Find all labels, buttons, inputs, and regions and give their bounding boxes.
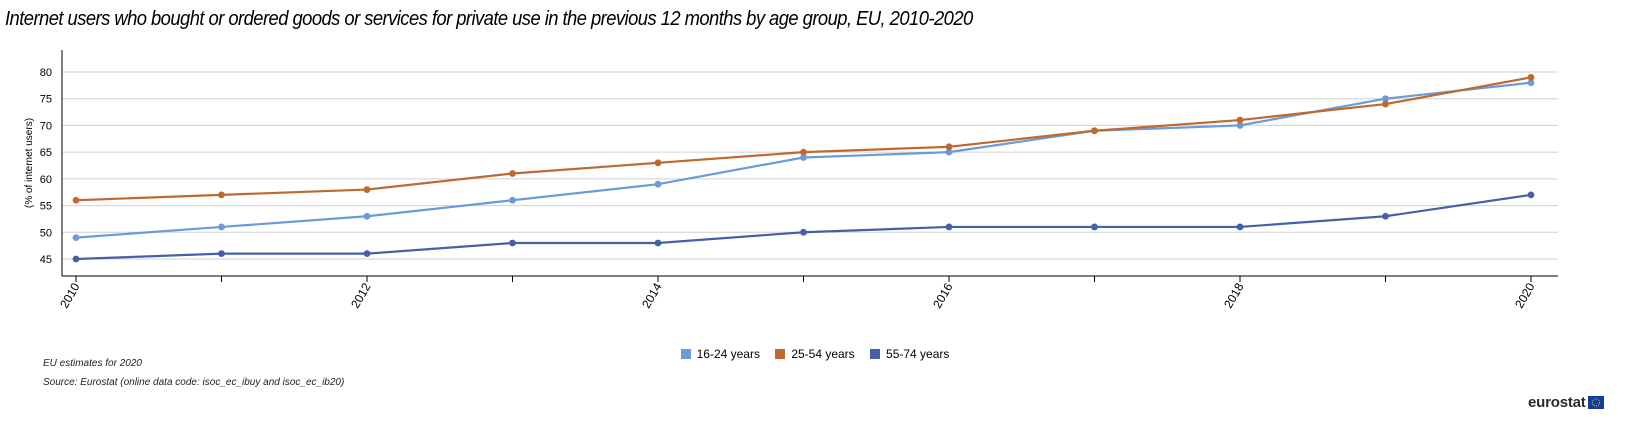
data-point <box>509 170 516 177</box>
y-tick-label: 45 <box>40 254 52 266</box>
data-point <box>363 186 371 193</box>
x-tick-label: 2014 <box>639 280 665 310</box>
data-point <box>72 255 80 263</box>
data-point <box>1236 223 1244 231</box>
data-point <box>218 250 225 258</box>
y-tick-label: 50 <box>40 227 52 239</box>
legend-item-55-74[interactable]: 55-74 years <box>870 347 949 361</box>
x-tick-label: 2010 <box>57 280 83 310</box>
chart-title: Internet users who bought or ordered goo… <box>5 8 973 30</box>
data-point <box>1382 212 1389 220</box>
series-group <box>72 191 1535 263</box>
legend-label: 25-54 years <box>791 347 855 361</box>
legend-item-16-24[interactable]: 16-24 years <box>680 347 760 361</box>
data-point <box>945 223 953 231</box>
y-tick-label: 70 <box>40 120 52 132</box>
source-note: Source: Eurostat (online data code: isoc… <box>43 377 345 388</box>
series-lines <box>72 73 1535 263</box>
x-tick-label: 2016 <box>930 280 956 310</box>
data-point <box>945 148 953 156</box>
legend-swatch <box>775 349 786 359</box>
data-point <box>363 250 371 258</box>
data-point <box>1091 127 1098 135</box>
x-tick-label: 2020 <box>1512 280 1538 310</box>
legend-swatch <box>870 349 881 359</box>
series-group <box>72 79 1535 242</box>
data-point <box>218 223 225 231</box>
legend-label: 16-24 years <box>696 347 760 361</box>
logo-text: eurostat <box>1528 394 1586 411</box>
data-point <box>363 212 371 220</box>
legend-item-25-54[interactable]: 25-54 years <box>775 347 855 361</box>
series-line <box>75 76 1532 202</box>
data-point <box>1236 122 1244 129</box>
series-line <box>75 193 1532 261</box>
y-tick-label: 80 <box>40 67 52 79</box>
y-tick-label: 55 <box>40 201 52 213</box>
data-point <box>1527 73 1535 81</box>
data-point <box>800 228 807 236</box>
estimate-note: EU estimates for 2020 <box>43 358 142 369</box>
data-point <box>509 196 516 204</box>
y-tick-label: 65 <box>40 147 52 159</box>
data-point <box>800 148 807 156</box>
data-point <box>1527 191 1535 199</box>
data-point <box>1382 100 1389 108</box>
y-axis-ticks: 45 50 55 60 65 70 75 80 <box>40 67 52 266</box>
y-axis-label: (% of internet users) <box>24 118 35 208</box>
data-point <box>509 239 516 247</box>
x-tick-label: 2012 <box>348 280 374 310</box>
data-point <box>1527 79 1535 87</box>
data-point <box>654 159 662 167</box>
x-axis-ticks: 2010 2012 2014 2016 2018 2020 <box>57 276 1538 311</box>
data-point <box>1236 116 1244 124</box>
data-point <box>218 191 225 199</box>
data-point <box>1382 95 1389 103</box>
y-tick-label: 60 <box>40 174 52 186</box>
eurostat-logo[interactable]: eurostat <box>1528 394 1604 411</box>
data-point <box>654 239 662 247</box>
legend: 16-24 years 25-54 years 55-74 years <box>0 347 1630 362</box>
data-point <box>800 154 807 161</box>
legend-swatch <box>680 349 691 359</box>
data-point <box>72 234 80 242</box>
axes <box>61 50 1558 277</box>
x-tick-label: 2018 <box>1221 280 1247 310</box>
y-tick-label: 75 <box>40 94 52 106</box>
data-point <box>654 180 662 188</box>
legend-label: 55-74 years <box>886 347 950 361</box>
eu-flag-icon <box>1587 396 1604 409</box>
series-group <box>72 73 1535 204</box>
line-chart: 45 50 55 60 65 70 75 80 2010 2012 2014 2016 2018 202… <box>24 50 1558 311</box>
data-point <box>1091 223 1098 231</box>
data-point <box>945 143 953 151</box>
data-point <box>72 196 80 204</box>
